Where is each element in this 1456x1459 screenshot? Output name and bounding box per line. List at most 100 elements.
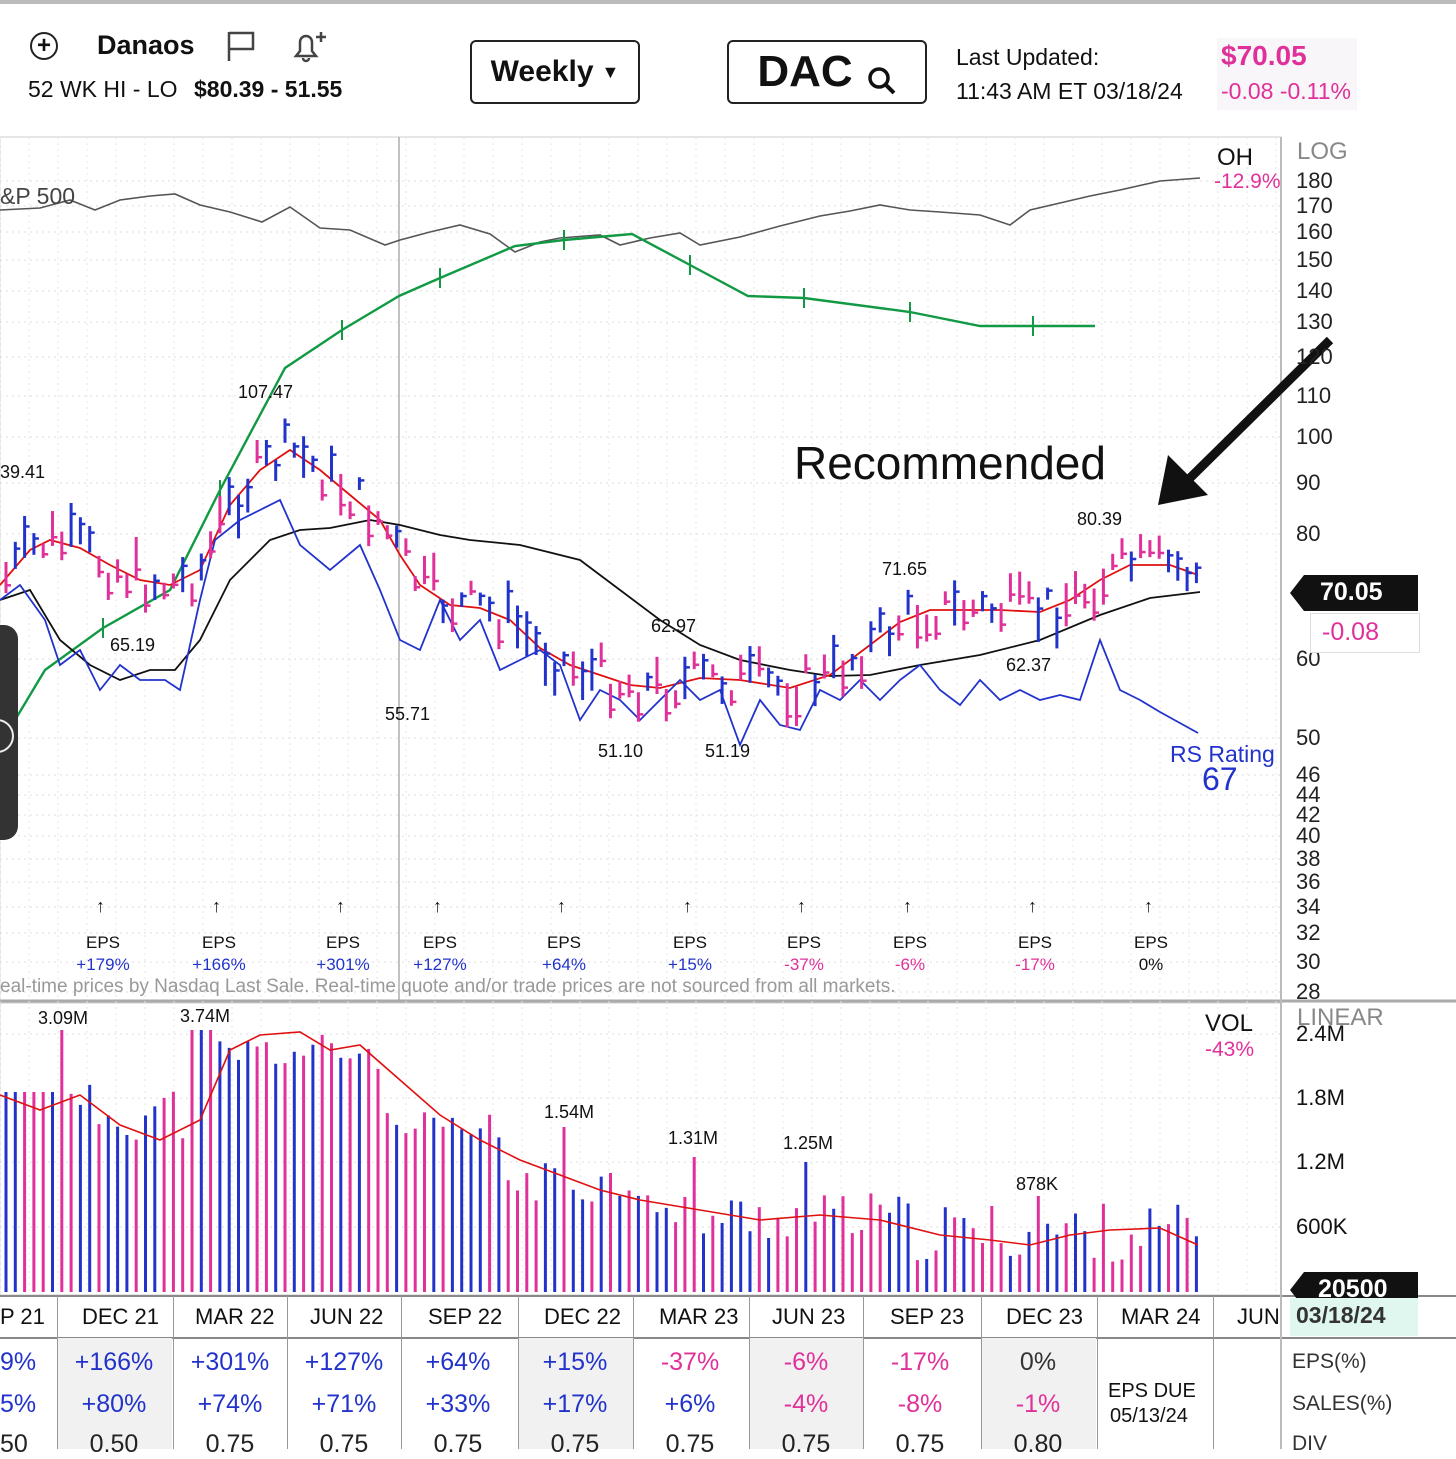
top-border: [0, 0, 1456, 4]
table-cell-eps: -17%: [890, 1348, 950, 1376]
table-separator: [1213, 1338, 1214, 1449]
x-axis-separator: [981, 1296, 982, 1338]
price-y-tick: 36: [1296, 869, 1321, 894]
volume-y-tick: 1.2M: [1296, 1149, 1345, 1174]
disclaimer: eal-time prices by Nasdaq Last Sale. Rea…: [0, 976, 896, 997]
x-axis-separator: [518, 1296, 519, 1338]
table-cell-div: 0.75: [205, 1430, 255, 1458]
eps-due-label: EPS DUE: [1108, 1380, 1196, 1402]
table-separator: [1097, 1338, 1098, 1449]
volume-y-tick: 600K: [1296, 1214, 1348, 1239]
period-dropdown[interactable]: Weekly ▼: [470, 40, 640, 104]
price-y-tick: 32: [1296, 920, 1321, 945]
fundamentals-table: 9% +166% +301% +127% +64% +15% -37% -6% -17% 0% 5%…: [0, 1338, 1456, 1458]
ticker-value: DAC: [757, 47, 853, 96]
price-label: 55.71: [385, 704, 431, 724]
change-tag-box: [1310, 613, 1420, 653]
volume-average-line: [0, 1031, 1199, 1246]
eps-marker-label: EPS: [85, 933, 121, 952]
table-cell-eps: +15%: [542, 1348, 608, 1376]
x-axis-separator: [401, 1296, 402, 1338]
table-separator: [401, 1338, 402, 1449]
volume-peak-label: 1.31M: [668, 1128, 719, 1148]
table-cell-div: 0.50: [89, 1430, 139, 1458]
vol-change: -43%: [1205, 1038, 1255, 1061]
table-shade: [750, 1338, 864, 1449]
price-y-tick: 100: [1296, 424, 1333, 449]
x-axis-label: SEP 23: [890, 1304, 965, 1329]
x-axis-label: DEC 22: [544, 1304, 622, 1329]
benchmark-label: &P 500: [0, 183, 76, 209]
price-y-tick: 34: [1296, 894, 1321, 919]
table-cell-div: 0.75: [781, 1430, 831, 1458]
eps-up-arrow-icon: ↑: [336, 896, 345, 916]
eps-marker-label: EPS: [1133, 933, 1169, 952]
side-drawer-handle[interactable]: [0, 625, 18, 840]
price-label: 51.10: [598, 741, 644, 761]
scale-log-label[interactable]: LOG: [1297, 138, 1348, 165]
price-label: 51.19: [705, 741, 751, 761]
volume-peak-label: 1.25M: [783, 1133, 834, 1153]
scale-linear-label[interactable]: LINEAR: [1297, 1004, 1384, 1031]
eps-marker-value: -37%: [784, 955, 824, 974]
table-cell-div: 0.75: [895, 1430, 945, 1458]
eps-marker-value: +15%: [668, 955, 712, 974]
rs-line: [0, 498, 1199, 748]
add-to-list-icon[interactable]: +: [30, 32, 58, 60]
ticker-search[interactable]: DAC: [727, 40, 927, 104]
price-y-tick: 90: [1296, 470, 1321, 495]
table-cell-eps: +301%: [190, 1348, 270, 1376]
recommended-annotation: Recommended: [794, 437, 1106, 489]
table-shade: [58, 1338, 172, 1449]
table-shade: [519, 1338, 633, 1449]
price-tag: 70.05: [1290, 575, 1418, 611]
price-y-tick: 28: [1296, 979, 1321, 1004]
eps-marker-label: EPS: [422, 933, 458, 952]
volume-peak-label: 3.09M: [38, 1008, 89, 1028]
price-y-tick: 180: [1296, 168, 1333, 193]
price-y-tick: 140: [1296, 278, 1333, 303]
table-cell-sales: +71%: [311, 1390, 377, 1418]
table-separator: [518, 1338, 519, 1449]
x-axis-label: P 21: [0, 1304, 45, 1329]
table-cell-eps: +127%: [304, 1348, 384, 1376]
price-box: [1217, 38, 1357, 110]
x-axis-label: JUN 22: [310, 1304, 384, 1329]
table-separator: [287, 1338, 288, 1449]
current-date-box: [1290, 1298, 1418, 1336]
x-axis-separator: [1213, 1296, 1214, 1338]
eps-marker-label: EPS: [672, 933, 708, 952]
x-axis-label: SEP 22: [428, 1304, 503, 1329]
volume-y-tick: 2.4M: [1296, 1021, 1345, 1046]
eps-marker-value: -6%: [894, 955, 926, 974]
price-y-axis: 180 170 160 150 140 130 120 110 100 90 80 60 50 46 44 4…: [1296, 0, 1356, 1004]
updated-label: Last Updated:: [956, 44, 1100, 70]
eps-up-arrow-icon: ↑: [797, 896, 806, 916]
table-cell-div: 0.75: [665, 1430, 715, 1458]
x-axis-label: MAR 22: [195, 1304, 275, 1329]
table-cell-div: 0.75: [319, 1430, 369, 1458]
price-label: 39.41: [0, 462, 46, 482]
price-y-tick: 30: [1296, 949, 1321, 974]
company-name: Danaos: [97, 30, 195, 60]
table-separator: [633, 1338, 634, 1449]
eps-up-arrow-icon: ↑: [1144, 896, 1153, 916]
eps-marker-label: EPS: [786, 933, 822, 952]
x-axis-separator: [749, 1296, 750, 1338]
table-row-label: SALES(%): [1292, 1392, 1393, 1415]
price-y-tick: 80: [1296, 521, 1321, 546]
flag-icon[interactable]: [226, 30, 256, 62]
x-axis-label: DEC 23: [1006, 1304, 1084, 1329]
table-row-label: DIV: [1292, 1432, 1328, 1455]
x-axis-separator: [287, 1296, 288, 1338]
price-y-tick: 44: [1296, 782, 1321, 807]
table-cell-sales: +80%: [81, 1390, 147, 1418]
price-y-tick: 160: [1296, 219, 1333, 244]
table-cell-div: 50: [0, 1430, 28, 1458]
price-y-tick: 46: [1296, 762, 1321, 787]
x-axis-separator: [173, 1296, 174, 1338]
eps-marker-label: EPS: [1017, 933, 1053, 952]
alert-bell-icon[interactable]: [290, 28, 330, 64]
drawer-toggle-icon[interactable]: [0, 719, 14, 753]
